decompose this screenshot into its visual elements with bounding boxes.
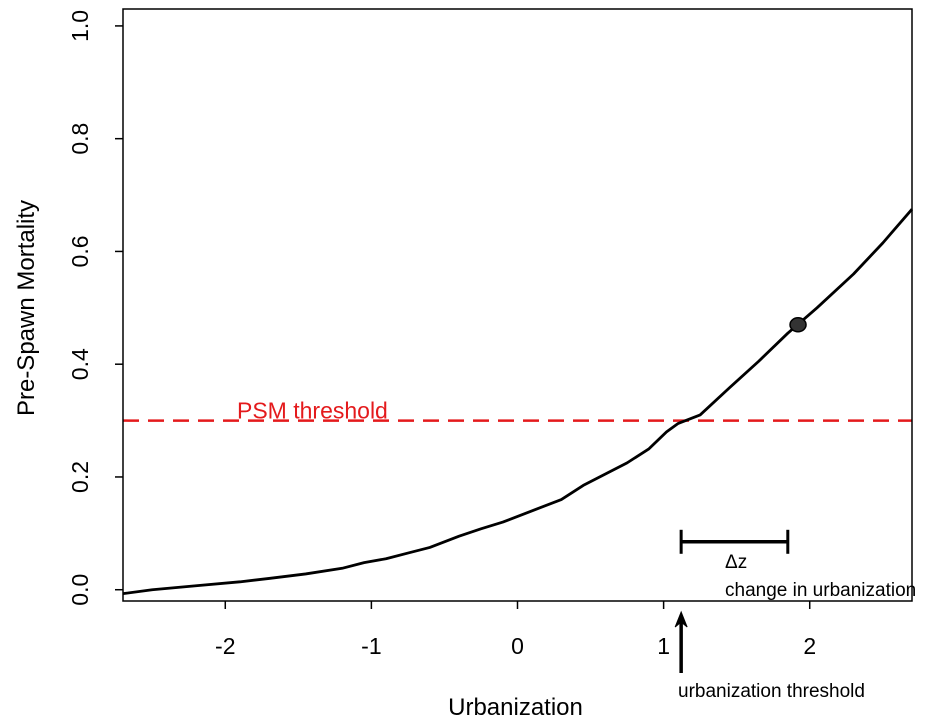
delta-z-sublabel: change in urbanization [725, 580, 916, 601]
plot-frame [122, 8, 913, 602]
curve-layer [122, 208, 914, 596]
reference-layer: PSM threshold [123, 398, 912, 424]
x-axis: -2 -1 0 1 2 [215, 601, 816, 659]
y-axis: 0.0 0.2 0.4 0.6 0.8 1.0 [67, 10, 123, 606]
x-tick-label: 0 [511, 633, 524, 659]
annotation-layer: Δz change in urbanization urbanization thr… [674, 529, 916, 702]
y-tick-label: 1.0 [67, 10, 93, 42]
delta-z-label: Δz [725, 552, 747, 573]
y-tick-label: 0.4 [67, 348, 93, 380]
threshold-arrow-label: urbanization threshold [678, 681, 865, 702]
psm-threshold-label: PSM threshold [237, 398, 388, 424]
y-tick-label: 0.2 [67, 461, 93, 493]
x-tick-label: -1 [361, 633, 381, 659]
x-tick-label: 1 [657, 633, 670, 659]
marker-point [789, 316, 807, 333]
x-tick-label: -2 [215, 633, 235, 659]
y-tick-label: 0.0 [67, 574, 93, 606]
x-tick-label: 2 [803, 633, 816, 659]
y-tick-label: 0.8 [67, 123, 93, 155]
mortality-curve-line [122, 208, 914, 596]
y-axis-title: Pre-Spawn Mortality [13, 200, 40, 416]
x-axis-title: Urbanization [448, 694, 583, 721]
threshold-arrow-head [674, 610, 688, 628]
y-tick-label: 0.6 [67, 235, 93, 267]
